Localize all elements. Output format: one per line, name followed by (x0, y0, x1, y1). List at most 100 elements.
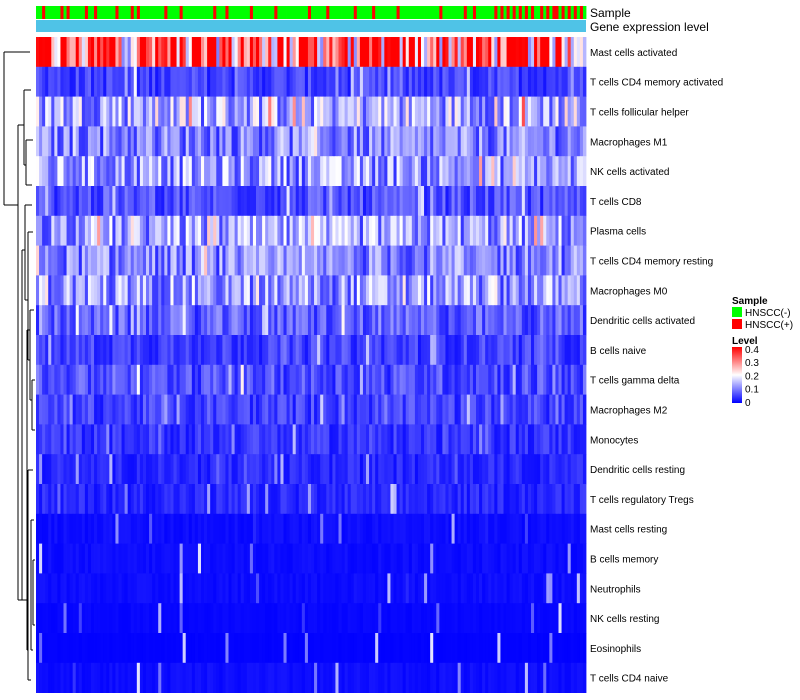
heatmap-cell (271, 633, 275, 664)
heatmap-cell (540, 186, 544, 217)
heatmap-cell (531, 126, 535, 157)
heatmap-cell (509, 66, 514, 97)
heatmap-cell (405, 633, 410, 664)
heatmap-cell (164, 156, 168, 187)
heatmap-cell (42, 156, 46, 187)
heatmap-cell (454, 394, 459, 425)
heatmap-cell (176, 245, 181, 276)
heatmap-cell (491, 156, 495, 187)
heatmap-cell (146, 96, 150, 127)
heatmap-cell (231, 662, 236, 693)
heatmap-cell (448, 573, 452, 604)
legend-level-tick-label: 0.4 (745, 345, 759, 356)
heatmap-cell (262, 126, 266, 157)
heatmap-cell (396, 484, 401, 515)
heatmap-cell (256, 245, 260, 276)
heatmap-cell (274, 603, 278, 634)
heatmap-cell (146, 335, 150, 366)
sample-annotation-cell (540, 6, 544, 19)
heatmap-cell (295, 573, 300, 604)
heatmap-cell (75, 633, 80, 664)
heatmap-cell (179, 335, 184, 366)
heatmap-cell (240, 662, 245, 693)
heatmap-cell (537, 573, 541, 604)
heatmap-cell (570, 364, 575, 395)
heatmap-cell (427, 454, 431, 485)
heatmap-cell (421, 513, 425, 544)
heatmap-cell (155, 513, 159, 544)
heatmap-cell (249, 484, 254, 515)
sample-annotation-cell (448, 6, 452, 19)
heatmap-cell (146, 275, 150, 306)
heatmap-cell (249, 96, 254, 127)
heatmap-cell (139, 186, 144, 217)
heatmap-cell (121, 633, 126, 664)
sample-annotation-cell (39, 6, 43, 19)
heatmap-cell (201, 484, 205, 515)
heatmap-cell (265, 156, 269, 187)
heatmap-cell (155, 245, 159, 276)
heatmap-cell (237, 335, 242, 366)
heatmap-cell (555, 394, 559, 425)
sample-annotation-cell (408, 6, 413, 19)
heatmap-cell (399, 215, 404, 246)
heatmap-cell (564, 484, 569, 515)
heatmap-cell (466, 543, 471, 574)
heatmap-cell (295, 186, 300, 217)
sample-annotation-cell (81, 6, 86, 19)
heatmap-cell (48, 394, 52, 425)
heatmap-cell (500, 126, 504, 157)
heatmap-cell (421, 156, 425, 187)
heatmap-cell (112, 335, 116, 366)
heatmap-cell (106, 245, 110, 276)
heatmap-cell (417, 335, 422, 366)
heatmap-cell (353, 543, 358, 574)
heatmap-cell (176, 96, 181, 127)
heatmap-cell (567, 573, 572, 604)
heatmap-cell (39, 66, 43, 97)
heatmap-cell (249, 603, 254, 634)
heatmap-cell (561, 603, 566, 634)
heatmap-cell (234, 364, 239, 395)
heatmap-cell (130, 245, 135, 276)
heatmap-cell (414, 215, 419, 246)
heatmap-cell (570, 305, 575, 336)
heatmap-cell (259, 186, 263, 217)
heatmap-cell (338, 573, 342, 604)
heatmap-cell (482, 126, 486, 157)
heatmap-cell (442, 454, 446, 485)
heatmap-cell (210, 364, 214, 395)
heatmap-cell (405, 394, 410, 425)
heatmap-cell (72, 126, 77, 157)
heatmap-cell (118, 364, 122, 395)
sample-annotation-cell (329, 6, 333, 19)
heatmap-cell (304, 394, 309, 425)
heatmap-cell (509, 305, 514, 336)
heatmap-cell (564, 245, 569, 276)
heatmap-cell (45, 394, 49, 425)
heatmap-cell (149, 275, 153, 306)
gene-expression-level-annotation-bar (36, 20, 586, 32)
heatmap-cell (51, 662, 55, 693)
heatmap-cell (564, 424, 569, 455)
heatmap-cell (259, 454, 263, 485)
heatmap-cell (167, 156, 171, 187)
heatmap-cell (460, 454, 465, 485)
sample-annotation-cell (234, 6, 239, 19)
heatmap-cell (482, 66, 486, 97)
heatmap-cell (488, 96, 492, 127)
heatmap-cell (497, 394, 501, 425)
heatmap-cell (185, 37, 190, 68)
legend-label-hnscc-negative: HNSCC(-) (745, 308, 791, 319)
heatmap-cell (482, 394, 486, 425)
heatmap-cell (152, 335, 156, 366)
heatmap-cell (338, 424, 342, 455)
heatmap-cell (259, 37, 263, 68)
heatmap-cell (445, 275, 449, 306)
heatmap-cell (100, 335, 104, 366)
heatmap-cell (216, 96, 220, 127)
heatmap-cell (445, 454, 449, 485)
heatmap-cell (158, 364, 162, 395)
sample-annotation-cell (210, 6, 214, 19)
heatmap-cell (213, 245, 217, 276)
